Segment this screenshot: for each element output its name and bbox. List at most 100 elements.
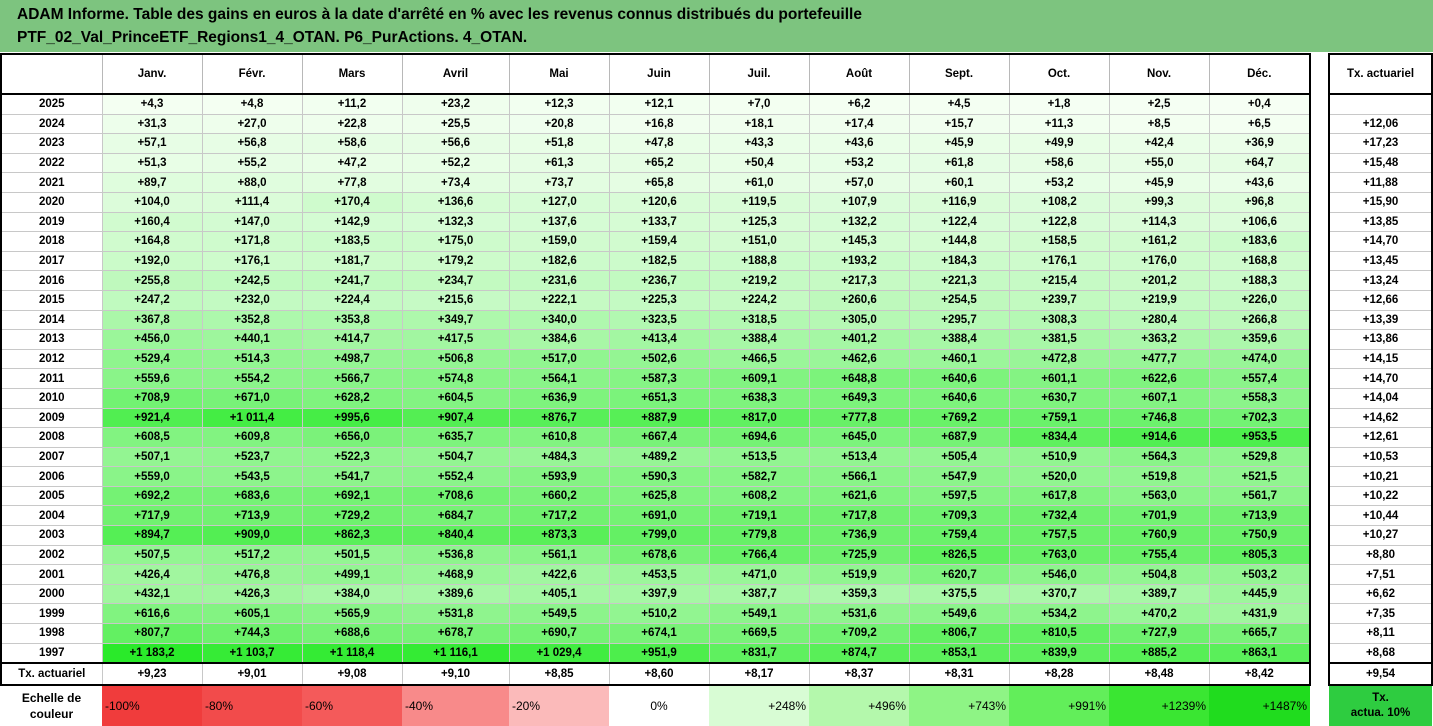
gain-cell: +405,1 <box>508 584 609 605</box>
gain-cell: +462,6 <box>808 349 909 370</box>
gain-cell: +142,9 <box>301 212 402 233</box>
gain-cell: +713,9 <box>1208 505 1311 527</box>
gain-cell: +99,3 <box>1108 192 1209 213</box>
gain-cell: +36,9 <box>1208 133 1311 154</box>
gain-cell: +236,7 <box>608 270 709 291</box>
gain-cell: +565,9 <box>301 603 402 625</box>
gain-cell: +158,5 <box>1008 231 1109 252</box>
gain-cell: +498,7 <box>301 349 402 370</box>
gain-cell: +387,7 <box>708 584 809 605</box>
gain-cell: +215,4 <box>1008 270 1109 291</box>
gains-table: Janv. Févr. Mars Avril Mai Juin Juil. Août Sept.… <box>0 53 1311 726</box>
year-cell: 2025 <box>0 94 102 115</box>
gain-cell: +561,1 <box>508 545 609 566</box>
gain-cell: +381,5 <box>1008 329 1109 350</box>
gain-cell: +224,2 <box>708 290 809 311</box>
gain-cell: +144,8 <box>908 231 1009 252</box>
gain-cell: +184,3 <box>908 251 1009 272</box>
gain-cell: +114,3 <box>1108 212 1209 233</box>
gain-cell: +384,6 <box>508 329 609 350</box>
gain-cell: +531,6 <box>808 603 909 625</box>
tx-row: +10,44 <box>1328 505 1433 527</box>
gain-cell: +806,7 <box>908 623 1009 644</box>
tx-actuariel-month-cell: +8,60 <box>608 663 709 687</box>
year-row: 2020 +104,0 +111,4 +170,4 +136,6 +127,0 +120,6… <box>0 192 1311 213</box>
gain-cell: +426,4 <box>101 564 202 585</box>
gain-cell: +563,0 <box>1108 486 1209 507</box>
gain-cell: +181,7 <box>301 251 402 272</box>
side-header-row: Tx. actuariel <box>1328 53 1433 95</box>
gain-cell: +22,8 <box>301 114 402 135</box>
gain-cell: +609,1 <box>708 368 809 389</box>
gain-cell: +73,7 <box>508 172 609 193</box>
gain-cell: +692,1 <box>301 486 402 507</box>
gain-cell: +61,0 <box>708 172 809 193</box>
month-header: Sept. <box>908 53 1009 95</box>
gain-cell: +521,5 <box>1208 466 1311 487</box>
gain-cell: +507,5 <box>101 545 202 566</box>
month-header-row: Janv. Févr. Mars Avril Mai Juin Juil. Août Sept.… <box>0 53 1311 95</box>
gain-cell: +363,2 <box>1108 329 1209 350</box>
gain-cell: +171,8 <box>201 231 302 252</box>
tx-row: +13,45 <box>1328 251 1433 272</box>
gain-cell: +60,1 <box>908 172 1009 193</box>
gain-cell: +1 103,7 <box>201 643 302 665</box>
gain-cell: +534,2 <box>1008 603 1109 625</box>
tx-actuariel-cell: +10,53 <box>1328 447 1433 468</box>
gain-cell: +6,2 <box>808 94 909 115</box>
year-row: 2021 +89,7 +88,0 +77,8 +73,4 +73,7 +65,8 +61,0 +… <box>0 172 1311 193</box>
year-row: 2006 +559,0 +543,5 +541,7 +552,4 +593,9 +590,3… <box>0 466 1311 487</box>
gain-cell: +549,1 <box>708 603 809 625</box>
gain-cell: +519,9 <box>808 564 909 585</box>
month-header: Juil. <box>708 53 809 95</box>
gain-cell: +546,0 <box>1008 564 1109 585</box>
year-row: 2018 +164,8 +171,8 +183,5 +175,0 +159,0 +159,4… <box>0 231 1311 252</box>
gain-cell: +674,1 <box>608 623 709 644</box>
gain-cell: +608,5 <box>101 427 202 448</box>
gain-cell: +501,5 <box>301 545 402 566</box>
year-cell: 2017 <box>0 251 102 272</box>
gain-cell: +6,5 <box>1208 114 1311 135</box>
year-row: 2002 +507,5 +517,2 +501,5 +536,8 +561,1 +678,6… <box>0 545 1311 566</box>
year-row: 2009 +921,4 +1 011,4 +995,6 +907,4 +876,7 +887… <box>0 408 1311 429</box>
gain-cell: +25,5 <box>401 114 509 135</box>
gain-cell: +23,2 <box>401 94 509 115</box>
gain-cell: +132,2 <box>808 212 909 233</box>
year-row: 2001 +426,4 +476,8 +499,1 +468,9 +422,6 +453,5… <box>0 564 1311 585</box>
year-row: 1998 +807,7 +744,3 +688,6 +678,7 +690,7 +674,1… <box>0 623 1311 644</box>
tx-actuariel-cell: +14,04 <box>1328 388 1433 409</box>
gain-cell: +610,8 <box>508 427 609 448</box>
gain-cell: +241,7 <box>301 270 402 291</box>
year-cell: 2014 <box>0 310 102 331</box>
gain-cell: +352,8 <box>201 310 302 331</box>
gain-cell: +367,8 <box>101 310 202 331</box>
gain-cell: +159,4 <box>608 231 709 252</box>
gain-cell: +484,3 <box>508 447 609 468</box>
gain-cell: +702,3 <box>1208 408 1311 429</box>
gain-cell: +51,8 <box>508 133 609 154</box>
year-cell: 2015 <box>0 290 102 311</box>
gain-cell: +582,7 <box>708 466 809 487</box>
gain-cell: +145,3 <box>808 231 909 252</box>
gain-cell: +388,4 <box>908 329 1009 350</box>
month-header: Avril <box>401 53 509 95</box>
tx-actuariel-cell: +7,51 <box>1328 564 1433 585</box>
gain-cell: +779,8 <box>708 525 809 546</box>
gain-cell: +476,8 <box>201 564 302 585</box>
gain-cell: +717,9 <box>101 505 202 527</box>
gain-cell: +370,7 <box>1008 584 1109 605</box>
gain-cell: +617,8 <box>1008 486 1109 507</box>
gain-cell: +590,3 <box>608 466 709 487</box>
gain-cell: +477,7 <box>1108 349 1209 370</box>
gain-cell: +260,6 <box>808 290 909 311</box>
gain-cell: +222,1 <box>508 290 609 311</box>
gain-cell: +510,2 <box>608 603 709 625</box>
tx-actuariel-month-cell: +8,42 <box>1208 663 1311 687</box>
gain-cell: +630,7 <box>1008 388 1109 409</box>
gain-cell: +170,4 <box>301 192 402 213</box>
tx-actuariel-table: Tx. actuariel +12,06 +17,23 +15,48 +11,88 +1… <box>1328 53 1433 726</box>
corner-cell <box>0 53 102 95</box>
gain-cell: +226,0 <box>1208 290 1311 311</box>
tx-row: +8,80 <box>1328 545 1433 566</box>
gain-cell: +18,1 <box>708 114 809 135</box>
